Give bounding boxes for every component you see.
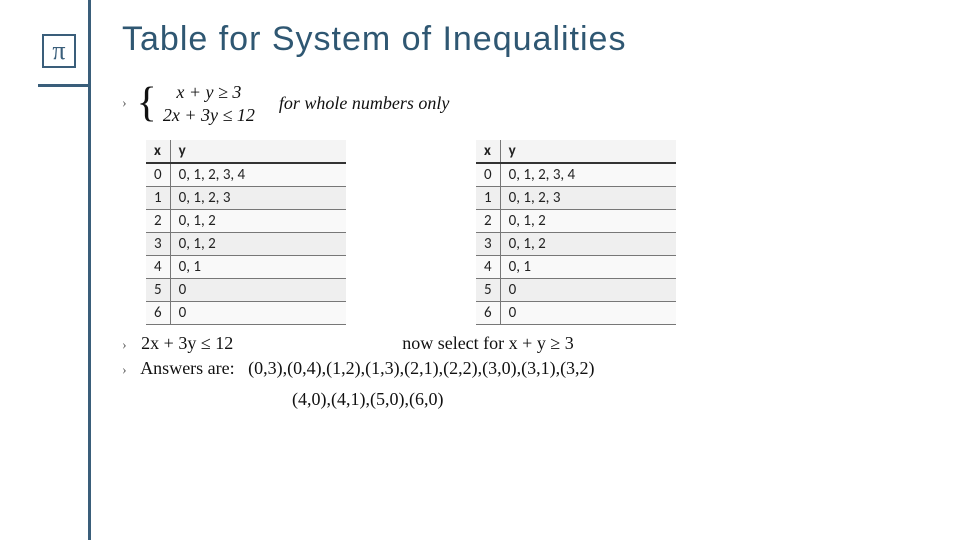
table-header: x <box>146 140 170 163</box>
bullet-icon: › <box>122 338 127 353</box>
answers-line-1: › Answers are: (0,3),(0,4),(1,2),(1,3),(… <box>122 358 942 379</box>
table-cell: 0, 1, 2, 3, 4 <box>170 163 346 187</box>
table-cell: 0, 1, 2, 3 <box>170 187 346 210</box>
table-row: 20, 1, 2 <box>476 210 676 233</box>
table-cell: 1 <box>146 187 170 210</box>
page-title: Table for System of Inequalities <box>122 20 942 59</box>
table-row: 30, 1, 2 <box>476 233 676 256</box>
table-cell: 2 <box>476 210 500 233</box>
table-row: 60 <box>476 302 676 325</box>
table-cell: 4 <box>476 256 500 279</box>
table-cell: 0, 1, 2, 3, 4 <box>500 163 676 187</box>
table-cell: 0 <box>146 163 170 187</box>
system-brace: { x + y ≥ 3 2x + 3y ≤ 12 <box>137 81 255 126</box>
equation-2: 2x + 3y ≤ 12 <box>163 104 255 127</box>
horizontal-accent <box>38 84 90 87</box>
pi-glyph: π <box>52 38 65 64</box>
table-cell: 0, 1 <box>170 256 346 279</box>
constraint-line: › 2x + 3y ≤ 12 now select for x + y ≥ 3 <box>122 333 942 354</box>
table-cell: 0, 1, 2 <box>170 233 346 256</box>
table-cell: 4 <box>146 256 170 279</box>
constraint-right: now select for x + y ≥ 3 <box>402 333 574 353</box>
vertical-divider <box>88 0 91 540</box>
pi-icon: π <box>42 34 76 68</box>
table-row: 40, 1 <box>476 256 676 279</box>
left-rail: π <box>0 0 112 540</box>
bullet-icon: › <box>122 96 127 112</box>
answers-list-1: (0,3),(0,4),(1,2),(1,3),(2,1),(2,2),(3,0… <box>248 358 594 378</box>
table-cell: 0, 1, 2 <box>500 210 676 233</box>
table-row: 60 <box>146 302 346 325</box>
table-row: 00, 1, 2, 3, 4 <box>146 163 346 187</box>
table-row: 50 <box>146 279 346 302</box>
table-cell: 1 <box>476 187 500 210</box>
table-cell: 0, 1, 2 <box>170 210 346 233</box>
tables-row: xy00, 1, 2, 3, 410, 1, 2, 320, 1, 230, 1… <box>146 140 942 325</box>
table-row: 30, 1, 2 <box>146 233 346 256</box>
table-cell: 0, 1, 2 <box>500 233 676 256</box>
left-brace-icon: { <box>137 85 157 123</box>
table-cell: 0, 1, 2, 3 <box>500 187 676 210</box>
table-header: x <box>476 140 500 163</box>
table-cell: 0 <box>476 163 500 187</box>
table-cell: 5 <box>146 279 170 302</box>
table-cell: 6 <box>476 302 500 325</box>
table-row: 20, 1, 2 <box>146 210 346 233</box>
table-row: 10, 1, 2, 3 <box>476 187 676 210</box>
equation-1: x + y ≥ 3 <box>163 81 255 104</box>
answers-label: Answers are: <box>140 358 234 378</box>
table-cell: 5 <box>476 279 500 302</box>
system-row: › { x + y ≥ 3 2x + 3y ≤ 12 for whole num… <box>122 81 942 126</box>
bullet-icon: › <box>122 363 127 378</box>
constraint-left: 2x + 3y ≤ 12 <box>141 333 233 353</box>
table-right: xy00, 1, 2, 3, 410, 1, 2, 320, 1, 230, 1… <box>476 140 676 325</box>
table-row: 00, 1, 2, 3, 4 <box>476 163 676 187</box>
table-row: 40, 1 <box>146 256 346 279</box>
content-area: Table for System of Inequalities › { x +… <box>122 20 942 410</box>
table-cell: 0 <box>170 279 346 302</box>
table-left: xy00, 1, 2, 3, 410, 1, 2, 320, 1, 230, 1… <box>146 140 346 325</box>
table-cell: 0 <box>170 302 346 325</box>
table-cell: 6 <box>146 302 170 325</box>
table-cell: 2 <box>146 210 170 233</box>
system-note: for whole numbers only <box>279 93 450 114</box>
table-cell: 3 <box>146 233 170 256</box>
table-cell: 0, 1 <box>500 256 676 279</box>
table-row: 50 <box>476 279 676 302</box>
table-header: y <box>500 140 676 163</box>
table-cell: 0 <box>500 279 676 302</box>
answers-line-2: (4,0),(4,1),(5,0),(6,0) <box>292 389 942 410</box>
table-cell: 3 <box>476 233 500 256</box>
table-header: y <box>170 140 346 163</box>
table-row: 10, 1, 2, 3 <box>146 187 346 210</box>
table-cell: 0 <box>500 302 676 325</box>
